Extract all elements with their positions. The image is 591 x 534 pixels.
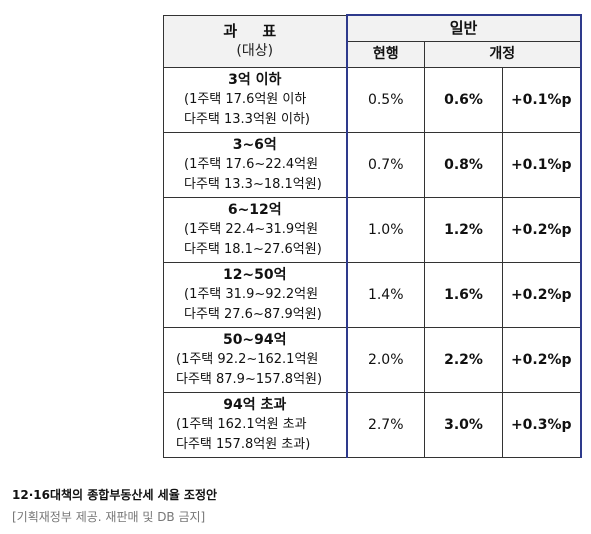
figure-caption: 12·16대책의 종합부동산세 세율 조정안	[12, 488, 218, 502]
revised-rate: 0.8%	[424, 131, 503, 198]
tax-rate-table: 과 표 (대상) 일반 현행 개정 3억 이하 (1주택 17.6억원 이하 다…	[163, 14, 582, 458]
table-row: 94억 초과 (1주택 162.1억원 초과 다주택 157.8억원 초과) 2…	[163, 391, 582, 458]
bracket-multi-home: 다주택 87.9~157.8억원)	[176, 371, 323, 387]
current-rate: 2.0%	[345, 326, 425, 393]
table-row: 50~94억 (1주택 92.2~162.1억원 다주택 87.9~157.8억…	[163, 326, 582, 393]
rate-change: +0.1%p	[502, 66, 582, 133]
bracket-title: 3억 이하	[228, 71, 282, 88]
bracket-multi-home: 다주택 13.3~18.1억원)	[184, 176, 322, 192]
bracket-title: 94억 초과	[223, 396, 287, 413]
header-current-label: 현행	[372, 46, 399, 62]
bracket-cell: 3억 이하 (1주택 17.6억원 이하 다주택 13.3억원 이하)	[163, 66, 347, 133]
image-credit: [기획재정부 제공. 재판매 및 DB 금지]	[12, 510, 206, 524]
bracket-title: 6~12억	[227, 201, 282, 218]
bracket-multi-home: 다주택 13.3억원 이하)	[184, 111, 311, 127]
bracket-cell: 6~12억 (1주택 22.4~31.9억원 다주택 18.1~27.6억원)	[163, 196, 347, 263]
bracket-cell: 50~94억 (1주택 92.2~162.1억원 다주택 87.9~157.8억…	[163, 326, 347, 393]
tax-rate-table-wrapper: 과 표 (대상) 일반 현행 개정 3억 이하 (1주택 17.6억원 이하 다…	[163, 14, 582, 458]
bracket-cell: 3~6억 (1주택 17.6~22.4억원 다주택 13.3~18.1억원)	[163, 131, 347, 198]
revised-rate: 3.0%	[424, 391, 503, 458]
current-rate: 1.0%	[345, 196, 425, 263]
table-row: 3억 이하 (1주택 17.6억원 이하 다주택 13.3억원 이하) 0.5%…	[163, 66, 582, 133]
rate-change: +0.2%p	[502, 326, 582, 393]
revised-rate: 1.2%	[424, 196, 503, 263]
header-revised-label: 개정	[489, 46, 516, 62]
rate-change: +0.2%p	[502, 261, 582, 328]
table-row: 3~6억 (1주택 17.6~22.4억원 다주택 13.3~18.1억원) 0…	[163, 131, 582, 198]
bracket-single-home: (1주택 31.9~92.2억원	[184, 286, 319, 302]
header-category-sub: (대상)	[236, 43, 274, 59]
revised-rate: 0.6%	[424, 66, 503, 133]
table-row: 6~12억 (1주택 22.4~31.9억원 다주택 18.1~27.6억원) …	[163, 196, 582, 263]
table-row: 12~50억 (1주택 31.9~92.2억원 다주택 27.6~87.9억원)…	[163, 261, 582, 328]
rate-change: +0.2%p	[502, 196, 582, 263]
rate-change: +0.1%p	[502, 131, 582, 198]
bracket-title: 50~94억	[222, 331, 287, 348]
header-category-label: 과 표	[223, 22, 287, 40]
bracket-multi-home: 다주택 18.1~27.6억원)	[184, 241, 322, 257]
bracket-multi-home: 다주택 27.6~87.9억원)	[184, 306, 322, 322]
bracket-single-home: (1주택 17.6억원 이하	[184, 91, 307, 107]
current-rate: 2.7%	[345, 391, 425, 458]
bracket-cell: 94억 초과 (1주택 162.1억원 초과 다주택 157.8억원 초과)	[163, 391, 347, 458]
rate-change: +0.3%p	[502, 391, 582, 458]
header-revised-cell: 개정	[424, 40, 582, 68]
bracket-cell: 12~50억 (1주택 31.9~92.2억원 다주택 27.6~87.9억원)	[163, 261, 347, 328]
current-rate: 0.7%	[345, 131, 425, 198]
bracket-single-home: (1주택 17.6~22.4억원	[184, 156, 319, 172]
current-rate: 1.4%	[345, 261, 425, 328]
header-general-label: 일반	[449, 19, 478, 38]
header-category-cell: 과 표 (대상)	[163, 14, 347, 68]
bracket-single-home: (1주택 92.2~162.1억원	[176, 351, 319, 367]
current-rate: 0.5%	[345, 66, 425, 133]
bracket-multi-home: 다주택 157.8억원 초과)	[176, 436, 311, 452]
bracket-single-home: (1주택 162.1억원 초과	[176, 416, 307, 432]
revised-rate: 1.6%	[424, 261, 503, 328]
bracket-title: 12~50억	[222, 266, 287, 283]
bracket-single-home: (1주택 22.4~31.9억원	[184, 221, 319, 237]
header-general-cell: 일반	[345, 14, 582, 42]
revised-rate: 2.2%	[424, 326, 503, 393]
header-current-cell: 현행	[345, 40, 425, 68]
bracket-title: 3~6억	[232, 136, 277, 153]
